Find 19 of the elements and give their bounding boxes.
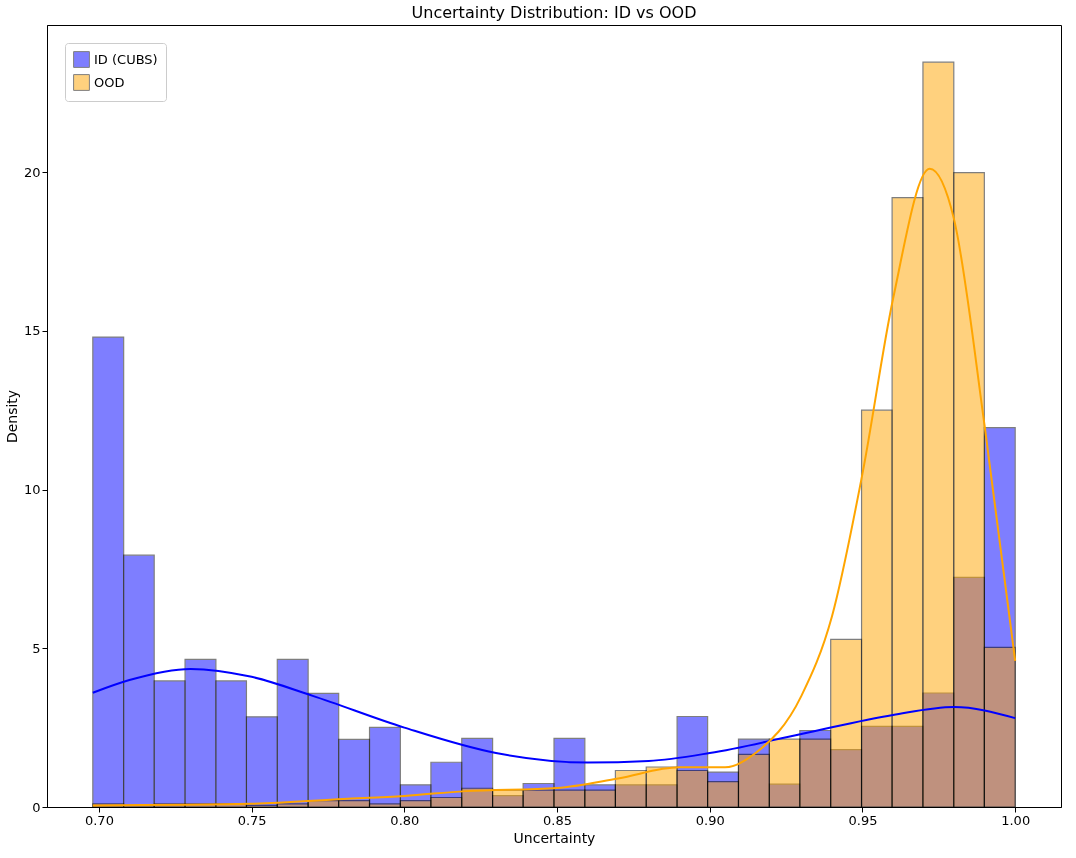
x-axis-title: Uncertainty	[513, 829, 596, 846]
legend-label: OOD	[94, 74, 125, 90]
line-series	[91, 667, 1017, 764]
y-tick-label: 20	[23, 164, 41, 180]
x-tick-label: 0.80	[390, 812, 420, 828]
y-tick-label: 0	[32, 799, 41, 815]
y-axis-title: Density	[3, 389, 20, 444]
x-tick-label: 0.90	[695, 812, 725, 828]
chart-title: Uncertainty Distribution: ID vs OOD	[411, 3, 697, 22]
y-tick-label: 10	[23, 482, 41, 497]
x-tick-label: 0.75	[237, 812, 267, 828]
y-tick-label: 15	[23, 323, 41, 339]
x-tick-label: 0.70	[84, 812, 114, 828]
x-tick-label: 0.95	[848, 812, 878, 828]
x-tick-label: 0.85	[543, 812, 573, 828]
line-series	[91, 167, 1017, 807]
y-tick-label: 5	[32, 640, 41, 656]
x-tick-label: 1.00	[1001, 812, 1031, 828]
legend-label: ID (CUBS)	[94, 51, 158, 67]
